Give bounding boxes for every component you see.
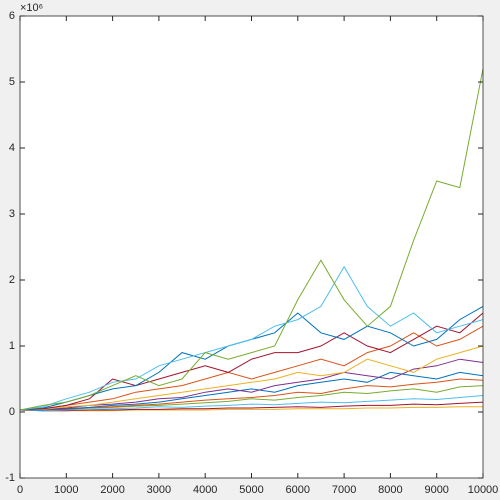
axes-box	[19, 15, 484, 479]
series-line	[19, 345, 484, 411]
y-tick-label: 3	[9, 208, 15, 220]
series-line	[19, 358, 484, 411]
x-tick-label: 5000	[239, 484, 263, 496]
x-tick-label: 10000	[468, 484, 499, 496]
x-tick-label: 9000	[424, 484, 448, 496]
x-tick-label: 3000	[147, 484, 171, 496]
y-tick-label: 2	[9, 274, 15, 286]
y-tick-label: 1	[9, 340, 15, 352]
x-tick-label: 2000	[100, 484, 124, 496]
y-tick-label: 6	[9, 10, 15, 22]
x-tick-label: 4000	[193, 484, 217, 496]
x-tick-label: 7000	[332, 484, 356, 496]
series-line	[20, 371, 484, 411]
y-tick-label: -1	[5, 472, 15, 484]
y-exponent: ×10⁶	[20, 2, 43, 14]
series-line	[19, 325, 484, 411]
x-tick-label: 8000	[378, 484, 402, 496]
series-line	[19, 406, 483, 412]
series-line	[20, 378, 484, 411]
y-tick-label: 4	[9, 142, 15, 154]
plot-area	[20, 16, 483, 478]
y-tick-label: 5	[9, 76, 15, 88]
x-tick-label: 0	[17, 484, 23, 496]
y-tick-label: 0	[9, 406, 15, 418]
series-line	[19, 401, 484, 412]
series-line	[19, 265, 484, 411]
series-line	[19, 68, 484, 411]
series-line	[19, 395, 484, 412]
x-tick-label: 1000	[54, 484, 78, 496]
x-tick-label: 6000	[286, 484, 310, 496]
